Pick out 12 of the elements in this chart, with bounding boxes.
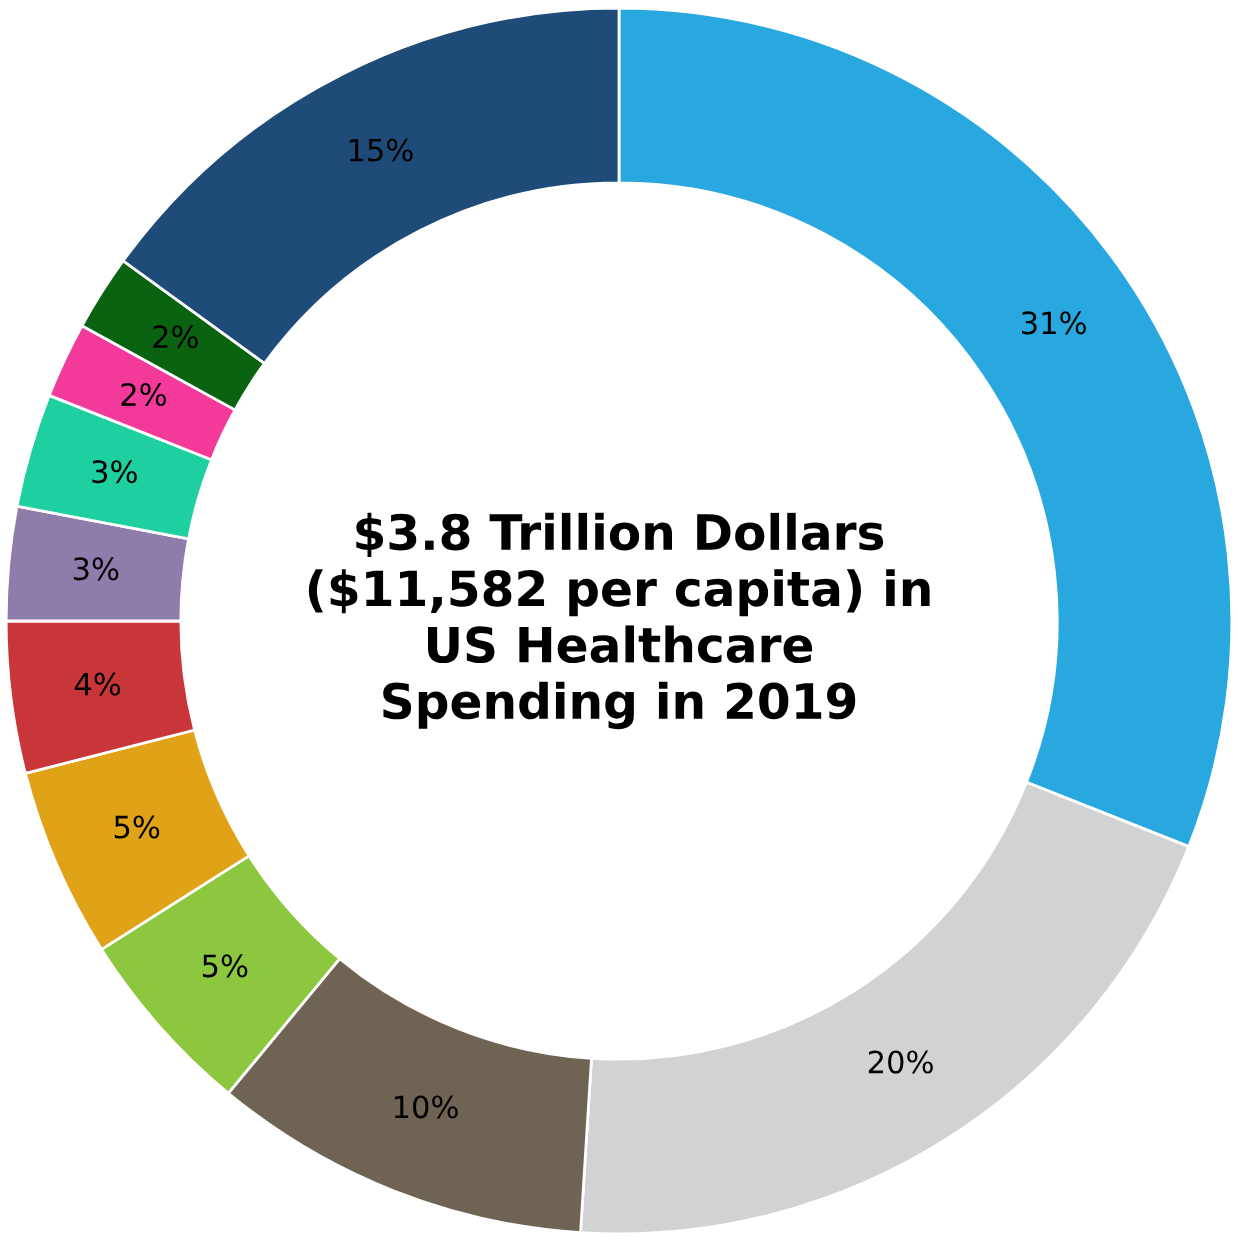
data-label: 3% <box>92 460 137 484</box>
data-label: 15% <box>349 138 413 162</box>
data-label: 4% <box>74 672 121 696</box>
data-label: 20% <box>868 1050 933 1074</box>
data-label: 3% <box>73 557 119 581</box>
text: $3.8 Trillion Dollars ($11,582 per capita) in US Healthcare Spending in 2019 <box>308 512 930 730</box>
data-label: 5% <box>202 954 248 978</box>
data-label: 2% <box>121 382 167 407</box>
data-label: 5% <box>114 815 160 839</box>
data-label: 10% <box>394 1095 458 1119</box>
data-label: 31% <box>1022 311 1086 335</box>
data-label: 2% <box>153 325 198 349</box>
